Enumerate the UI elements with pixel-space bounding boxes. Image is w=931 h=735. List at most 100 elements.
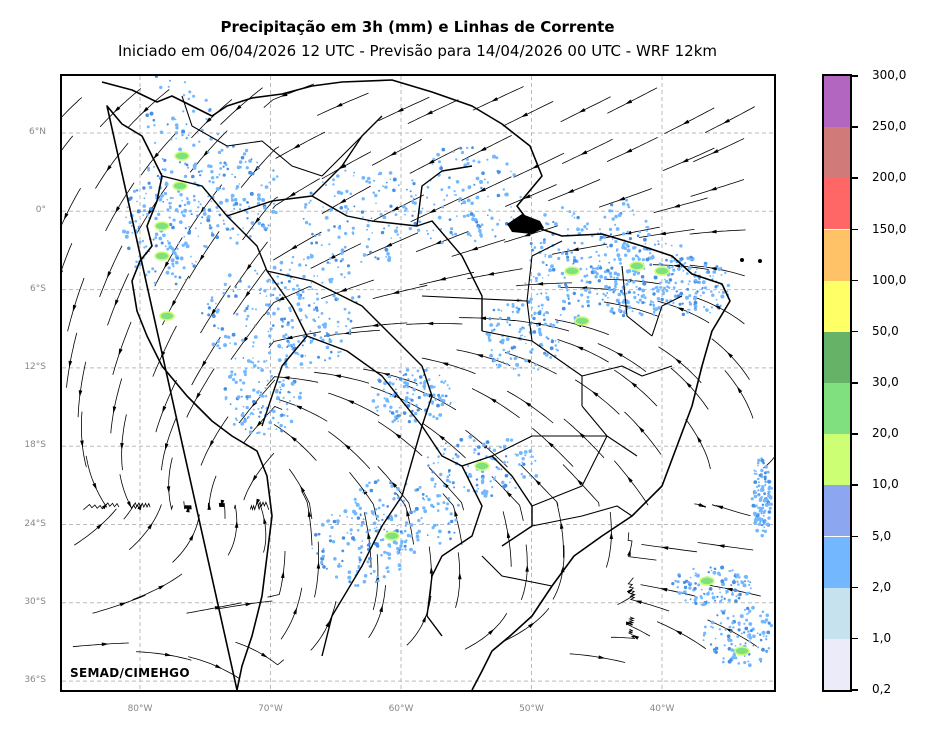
precip-point <box>296 284 299 287</box>
precip-point <box>374 508 378 511</box>
precip-point <box>401 532 404 535</box>
precip-point <box>307 304 311 307</box>
streamline-arrow <box>658 231 666 236</box>
precip-point <box>274 210 278 215</box>
precip-point <box>172 250 176 254</box>
precip-point <box>250 426 253 430</box>
precip-point <box>351 226 355 230</box>
precip-point <box>350 532 353 535</box>
precip-point <box>375 526 378 529</box>
precip-point <box>147 270 151 274</box>
precip-point <box>310 281 313 284</box>
precip-point <box>726 290 729 293</box>
precip-point <box>287 341 291 344</box>
streamline-arrow <box>536 282 544 286</box>
lon-label: 50°W <box>519 704 544 714</box>
precip-point <box>572 291 576 296</box>
lat-label: 18°S <box>24 440 46 451</box>
precip-point <box>682 590 686 594</box>
precip-point <box>705 271 708 274</box>
streamline <box>280 587 303 640</box>
precip-point <box>227 294 231 298</box>
colorbar-segment <box>824 434 850 486</box>
precip-point <box>207 195 210 198</box>
streamline <box>351 322 408 329</box>
precip-point <box>439 228 443 231</box>
streamline <box>598 188 652 208</box>
precip-point <box>543 318 546 321</box>
precip-point <box>703 305 706 309</box>
precip-point <box>300 354 304 358</box>
colorbar-label: 100,0 <box>872 272 907 287</box>
precip-point <box>192 143 196 147</box>
precip-point <box>442 381 445 384</box>
precip-point <box>625 292 628 295</box>
precip-point <box>746 606 750 611</box>
streamline <box>238 379 276 424</box>
streamline-arrow <box>576 479 583 486</box>
precip-point <box>608 271 613 276</box>
precip-point <box>223 343 228 348</box>
precip-point <box>481 442 486 447</box>
precip-point <box>261 198 266 202</box>
precip-point <box>561 319 564 322</box>
precip-point <box>200 169 203 173</box>
precip-point <box>547 223 550 226</box>
precip-point <box>767 493 771 498</box>
streamline <box>513 320 570 332</box>
precip-point <box>271 416 275 420</box>
precip-point <box>711 595 716 600</box>
precip-point <box>302 217 305 220</box>
precip-point <box>336 564 341 568</box>
streamline <box>99 88 142 128</box>
precip-point <box>505 162 509 166</box>
precip-point <box>396 550 400 554</box>
precip-point <box>701 280 706 285</box>
streamline-arrow <box>220 499 225 507</box>
precip-point <box>667 281 671 285</box>
precip-point <box>593 270 597 274</box>
precip-point <box>488 208 491 212</box>
streamline <box>556 502 564 558</box>
precip-point <box>665 289 669 293</box>
streamline-arrow <box>101 502 108 510</box>
precip-point <box>718 573 722 577</box>
precip-point <box>161 168 164 171</box>
precip-point <box>444 442 447 445</box>
precip-point <box>415 403 418 407</box>
continent-outline <box>101 79 731 690</box>
streamline <box>268 331 321 348</box>
precip-point <box>436 403 440 408</box>
precip-point <box>477 452 481 456</box>
precip-point <box>448 176 451 179</box>
forecast-map[interactable]: SEMAD/CIMEHGO <box>60 74 776 692</box>
streamline-arrow <box>632 634 639 640</box>
streamline-arrow <box>199 254 205 262</box>
precip-point <box>765 638 768 641</box>
precip-point <box>192 264 196 268</box>
precip-point <box>361 216 364 219</box>
precip-point <box>749 581 752 584</box>
precip-point <box>644 219 648 223</box>
precip-point <box>737 621 741 625</box>
precip-point <box>366 560 370 564</box>
precip-point <box>328 317 331 320</box>
precip-point <box>577 299 580 302</box>
precip-point <box>748 636 753 640</box>
precip-point <box>278 300 281 303</box>
streamline <box>62 242 73 270</box>
precip-point <box>572 212 576 215</box>
precip-point <box>346 264 351 268</box>
precip-point <box>244 161 247 163</box>
precip-point <box>362 518 365 521</box>
precip-point <box>414 411 418 416</box>
precip-point <box>444 394 448 398</box>
precip-point <box>763 529 768 533</box>
precip-point <box>395 226 398 229</box>
streamline <box>690 179 745 197</box>
precip-point <box>469 212 474 216</box>
precip-point <box>417 529 422 534</box>
precip-point <box>296 292 300 296</box>
precip-point <box>664 278 666 281</box>
precip-point <box>334 331 339 335</box>
